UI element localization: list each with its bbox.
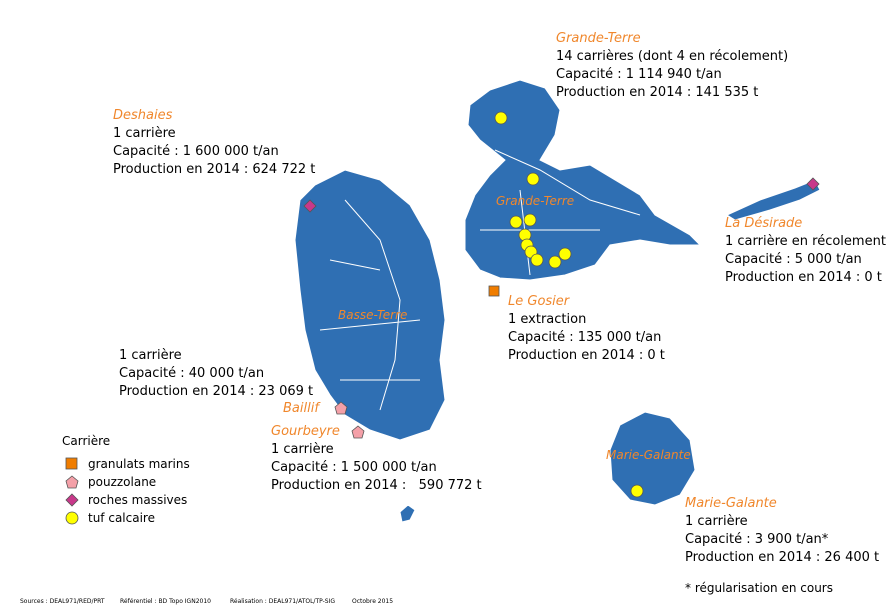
- basse-terre: [294, 169, 446, 441]
- map-label: Basse-Terre: [338, 308, 407, 322]
- footer: Sources : DEAL971/RED/PRT: [20, 598, 105, 605]
- region-name: Marie-Galante: [685, 496, 777, 511]
- la-desirade: [725, 179, 821, 221]
- region-line: Production en 2014 : 624 722 t: [113, 162, 315, 177]
- region-line: Production en 2014 : 26 400 t: [685, 550, 879, 565]
- legend-title: Carrière: [62, 434, 110, 448]
- region-line: Production en 2014 : 23 069 t: [119, 384, 313, 399]
- note: * régularisation en cours: [685, 581, 833, 595]
- boundaries: [319, 149, 641, 411]
- region-line: 1 extraction: [508, 312, 586, 327]
- legend-symbol: [65, 457, 78, 470]
- legend-item: pouzzolane: [88, 475, 156, 489]
- region-line: 1 carrière: [113, 126, 176, 141]
- legend-symbol: [65, 511, 79, 525]
- map-label: Marie-Galante: [606, 448, 691, 462]
- region-line: Capacité : 1 114 940 t/an: [556, 67, 722, 82]
- region-line: Capacité : 3 900 t/an*: [685, 532, 829, 547]
- region-line: Capacité : 135 000 t/an: [508, 330, 661, 345]
- region-line: 14 carrières (dont 4 en récolement): [556, 49, 788, 64]
- legend-symbol: [65, 493, 79, 507]
- region-line: 1 carrière: [119, 348, 182, 363]
- region-line: Production en 2014 : 590 772 t: [271, 478, 482, 493]
- region-line: Capacité : 1 500 000 t/an: [271, 460, 437, 475]
- region-name: Baillif: [283, 401, 321, 416]
- footer: Réalisation : DEAL971/ATOL/TP-SIG: [230, 598, 335, 605]
- region-line: Capacité : 40 000 t/an: [119, 366, 264, 381]
- legend-item: tuf calcaire: [88, 511, 155, 525]
- region-line: Capacité : 5 000 t/an: [725, 252, 862, 267]
- legend-symbol: [65, 475, 79, 489]
- region-name: Deshaies: [113, 108, 173, 123]
- legend-item: roches massives: [88, 493, 187, 507]
- region-name: Gourbeyre: [271, 424, 340, 439]
- region-line: Production en 2014 : 141 535 t: [556, 85, 758, 100]
- region-line: Capacité : 1 600 000 t/an: [113, 144, 279, 159]
- region-name: La Désirade: [725, 216, 802, 231]
- marie-galante: [609, 411, 696, 506]
- grande-terre: [464, 79, 702, 281]
- region-line: Production en 2014 : 0 t: [508, 348, 665, 363]
- map-label: Grande-Terre: [496, 194, 574, 208]
- footer: Octobre 2015: [352, 598, 393, 605]
- region-line: 1 carrière en récolement: [725, 234, 886, 249]
- footer: Référentiel : BD Topo IGN2010: [120, 598, 211, 605]
- region-line: 1 carrière: [271, 442, 334, 457]
- region-line: 1 carrière: [685, 514, 748, 529]
- legend-item: granulats marins: [88, 457, 190, 471]
- region-name: Le Gosier: [508, 294, 571, 309]
- markers: [303, 111, 820, 498]
- region-name: Grande-Terre: [556, 31, 641, 46]
- legend: Carrière granulats marins pouzzolane roc…: [62, 434, 190, 525]
- region-line: Production en 2014 : 0 t: [725, 270, 882, 285]
- les-saintes: [399, 504, 416, 523]
